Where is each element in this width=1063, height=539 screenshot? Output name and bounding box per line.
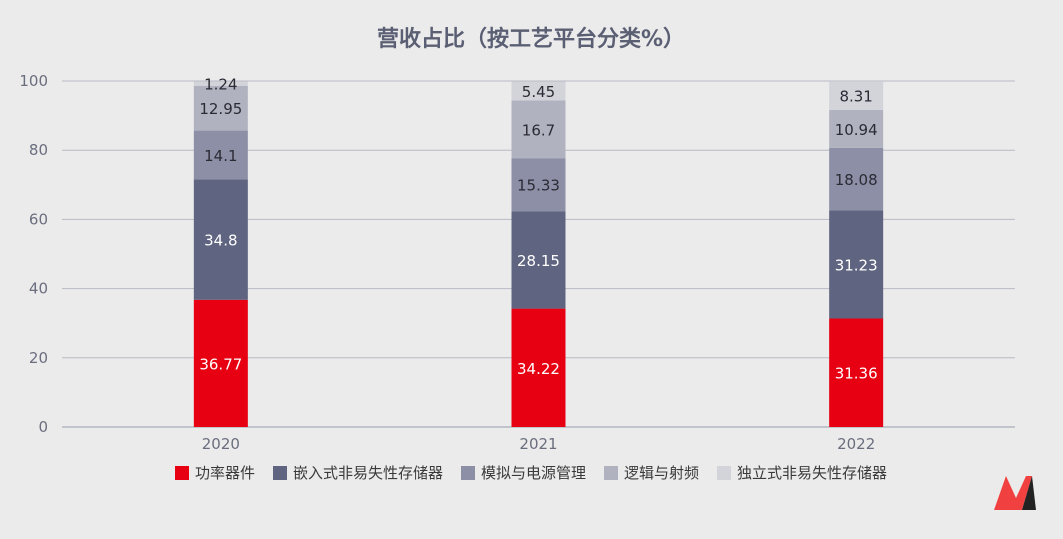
data-label: 16.7 xyxy=(522,121,555,139)
legend-swatch xyxy=(604,466,618,480)
data-label: 36.77 xyxy=(199,355,242,373)
data-label: 12.95 xyxy=(199,100,242,118)
y-tick-label: 40 xyxy=(29,280,48,298)
legend-swatch xyxy=(717,466,731,480)
data-label: 18.08 xyxy=(835,171,878,189)
bar-segment xyxy=(511,308,566,427)
x-axis: 2020 2021 2022 xyxy=(202,435,876,453)
y-tick-label: 80 xyxy=(29,141,48,159)
data-label: 14.1 xyxy=(204,147,237,165)
legend-label: 功率器件 xyxy=(195,464,255,482)
data-label: 5.45 xyxy=(522,83,555,101)
legend-label: 嵌入式非易失性存储器 xyxy=(293,464,443,482)
y-tick-label: 0 xyxy=(38,418,48,436)
data-label: 34.8 xyxy=(204,232,237,250)
data-label: 31.23 xyxy=(835,256,878,274)
legend-label: 逻辑与射频 xyxy=(624,464,699,482)
bars: 36.77 34.8 14.1 12.95 1.24 34.22 28.15 15.33 16.… xyxy=(193,76,884,427)
x-tick-label: 2022 xyxy=(837,435,875,453)
legend-swatch xyxy=(461,466,475,480)
y-axis: 0 20 40 60 80 100 xyxy=(19,72,48,436)
bar-segment xyxy=(193,179,248,300)
data-label: 31.36 xyxy=(835,365,878,383)
m-logo-icon xyxy=(994,476,1036,510)
bar-segment xyxy=(829,110,884,148)
bar-segment xyxy=(829,318,884,427)
bar-segment xyxy=(829,81,884,111)
data-label: 1.24 xyxy=(204,76,237,94)
bar-segment xyxy=(193,81,248,86)
legend-swatch xyxy=(273,466,287,480)
logo-dark-stroke xyxy=(1022,476,1036,510)
x-tick-label: 2021 xyxy=(519,435,557,453)
legend: 功率器件 嵌入式非易失性存储器 模拟与电源管理 逻辑与射频 独立式非易失性存储器 xyxy=(175,464,887,482)
bar-segment xyxy=(511,81,566,101)
bar-segment xyxy=(193,299,248,427)
y-tick-label: 20 xyxy=(29,349,48,367)
bar-segment xyxy=(829,210,884,319)
data-label: 8.31 xyxy=(839,88,872,106)
bar-segment xyxy=(511,100,566,159)
legend-swatch xyxy=(175,466,189,480)
bar-segment xyxy=(511,211,566,309)
x-tick-label: 2020 xyxy=(202,435,240,453)
bar-segment xyxy=(829,147,884,211)
y-tick-label: 100 xyxy=(19,72,48,90)
data-label: 10.94 xyxy=(835,121,878,139)
bar-segment xyxy=(193,130,248,180)
data-label: 34.22 xyxy=(517,360,560,378)
bar-segment xyxy=(511,158,566,212)
y-tick-label: 60 xyxy=(29,210,48,228)
legend-label: 独立式非易失性存储器 xyxy=(737,464,887,482)
legend-label: 模拟与电源管理 xyxy=(481,464,586,482)
data-label: 15.33 xyxy=(517,177,560,195)
logo-red-stroke xyxy=(994,476,1032,510)
data-label: 28.15 xyxy=(517,252,560,270)
chart-title: 营收占比（按工艺平台分类%） xyxy=(377,26,685,52)
bar-segment xyxy=(193,85,248,131)
